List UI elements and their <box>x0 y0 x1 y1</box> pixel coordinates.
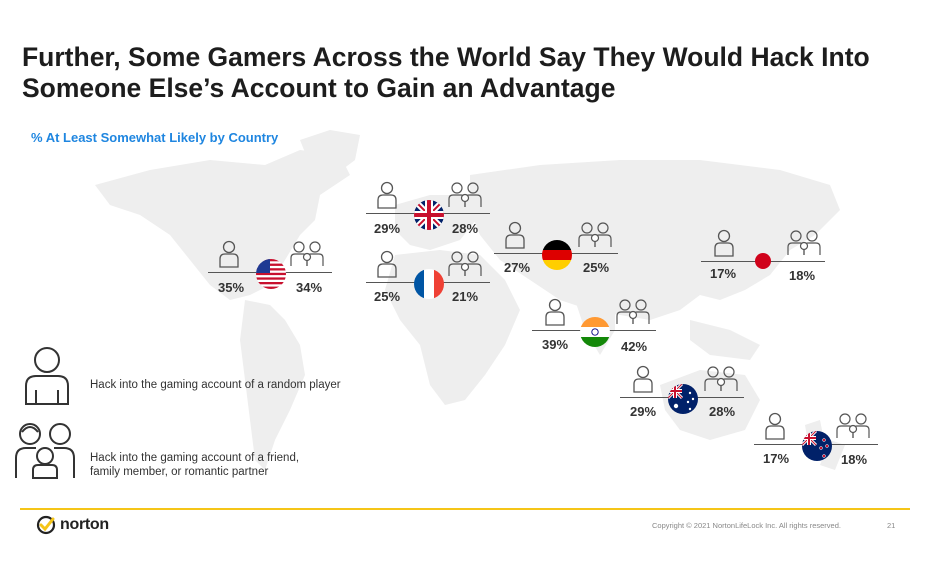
friend-percent: 21% <box>452 289 479 304</box>
group-people-icon <box>448 251 482 276</box>
friend-percent: 25% <box>583 260 610 275</box>
random-player-percent: 27% <box>504 260 531 275</box>
group-people-icon <box>290 241 324 266</box>
friend-percent: 18% <box>841 452 868 467</box>
group-people-icon <box>787 230 821 255</box>
random-player-percent: 17% <box>710 266 737 281</box>
checkmark-icon <box>36 515 56 535</box>
friend-percent: 28% <box>709 404 736 419</box>
copyright-text: Copyright © 2021 NortonLifeLock Inc. All… <box>652 521 841 530</box>
group-people-icon <box>578 222 612 247</box>
page-number: 21 <box>887 521 896 530</box>
group-people-icon <box>836 413 870 438</box>
india-flag-icon <box>580 317 610 347</box>
new-zealand-flag-icon <box>802 431 832 461</box>
group-people-icon <box>448 182 482 207</box>
friend-percent: 18% <box>789 268 816 283</box>
random-player-percent: 39% <box>542 337 569 352</box>
group-people-icon <box>616 299 650 324</box>
random-player-percent: 29% <box>374 221 401 236</box>
random-player-percent: 25% <box>374 289 401 304</box>
legend-friend-label: Hack into the gaming account of a friend… <box>90 452 300 478</box>
footer-divider <box>20 508 910 510</box>
friend-percent: 42% <box>621 339 648 354</box>
single-person-icon <box>714 229 734 257</box>
friend-percent: 34% <box>296 280 323 295</box>
france-flag-icon <box>414 269 444 299</box>
logo-wordmark: norton <box>60 516 109 533</box>
legend-group-people-icon <box>15 423 75 479</box>
random-player-percent: 35% <box>218 280 245 295</box>
page-title: Further, Some Gamers Across the World Sa… <box>22 42 870 103</box>
chart-subtitle: % At Least Somewhat Likely by Country <box>31 130 279 145</box>
group-people-icon <box>704 366 738 391</box>
legend-single-person-icon <box>25 347 69 405</box>
australia-flag-icon <box>668 384 698 414</box>
random-player-percent: 29% <box>630 404 657 419</box>
random-player-percent: 17% <box>763 451 790 466</box>
japan-flag-icon <box>755 253 771 269</box>
uk-flag-icon <box>414 200 444 230</box>
norton-logo: norton <box>36 514 109 536</box>
single-person-icon <box>377 181 397 209</box>
legend-random-label: Hack into the gaming account of a random… <box>90 379 341 391</box>
single-person-icon <box>545 298 565 326</box>
single-person-icon <box>505 221 525 249</box>
single-person-icon <box>765 412 785 440</box>
single-person-icon <box>219 240 239 268</box>
single-person-icon <box>377 250 397 278</box>
friend-percent: 28% <box>452 221 479 236</box>
germany-flag-icon <box>542 240 572 270</box>
single-person-icon <box>633 365 653 393</box>
us-flag-icon <box>256 259 286 289</box>
